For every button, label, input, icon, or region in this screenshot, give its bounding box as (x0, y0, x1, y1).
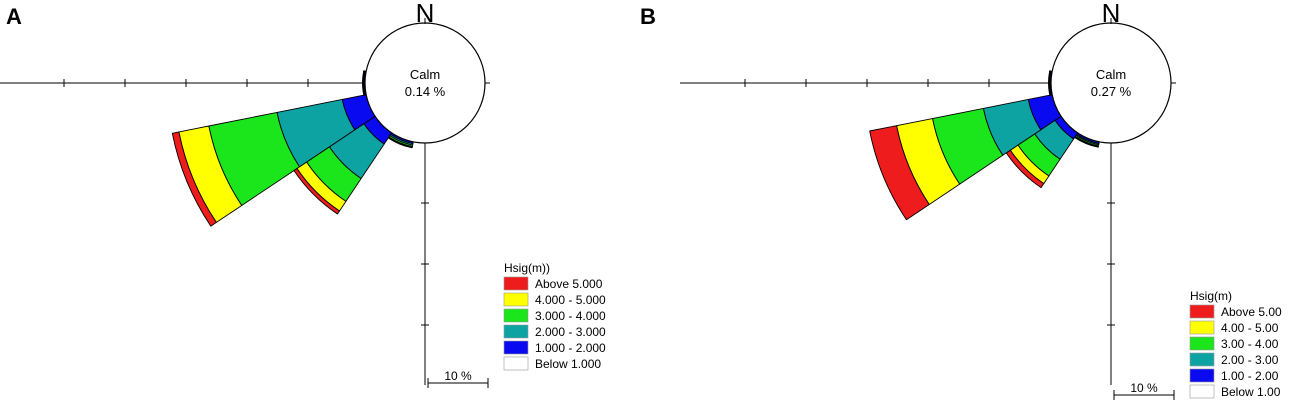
legend-swatch (1189, 384, 1215, 399)
calm-value: 0.14 % (405, 84, 446, 99)
panel-label: B (640, 4, 656, 29)
legend: Hsig(m) Above 5.00 4.00 - 5.00 3.00 - 4.00… (1189, 289, 1282, 399)
calm-value: 0.27 % (1091, 84, 1132, 99)
south-axis-ticks (421, 202, 429, 326)
panel-label: A (6, 4, 22, 29)
rose-sectors (869, 70, 1100, 221)
north-label: N (416, 0, 435, 28)
legend-items: Above 5.000 4.000 - 5.000 3.000 - 4.000 2.0… (503, 276, 606, 371)
legend-label: 4.000 - 5.000 (535, 293, 606, 307)
legend-swatch (1189, 336, 1215, 351)
rose-wedge-248-above-5-000 (171, 131, 217, 227)
legend-title: Hsig(m)) (504, 261, 550, 275)
calm-circle (364, 22, 486, 144)
scale-bar: 10 % (427, 369, 489, 388)
legend-label: Below 1.00 (1221, 385, 1281, 399)
legend-swatch (1189, 368, 1215, 383)
legend-swatch (1189, 352, 1215, 367)
legend-swatch (503, 324, 529, 339)
rose-wedge-270-above-5-00 (1048, 70, 1051, 96)
legend-swatch (503, 340, 529, 355)
rose-wedge-270-above-5-000 (362, 70, 365, 96)
legend-label: 2.000 - 3.000 (535, 325, 606, 339)
legend-label: 2.00 - 3.00 (1221, 353, 1279, 367)
rose-wedge-203-above-5-00 (1074, 136, 1099, 148)
legend-title: Hsig(m) (1190, 289, 1232, 303)
south-axis-ticks (1107, 202, 1115, 326)
calm-label: Calm (410, 67, 440, 82)
north-label: N (1102, 0, 1121, 28)
legend-label: 4.00 - 5.00 (1221, 321, 1279, 335)
legend-swatch (503, 308, 529, 323)
legend-label: 1.00 - 2.00 (1221, 369, 1279, 383)
rose-wedge-225-above-5-000 (293, 168, 340, 215)
legend: Hsig(m)) Above 5.000 4.000 - 5.000 3.000 -… (503, 261, 606, 371)
rose-wedge-248-above-5-00 (869, 125, 930, 221)
legend-label: Below 1.000 (535, 357, 601, 371)
legend-swatch (503, 356, 529, 371)
legend-label: Above 5.000 (535, 277, 603, 291)
legend-swatch (503, 276, 529, 291)
calm-circle (1050, 22, 1172, 144)
rose-wedge-203-above-5-000 (387, 137, 413, 149)
scale-bar-label: 10 % (444, 369, 472, 383)
legend-label: Above 5.00 (1221, 305, 1282, 319)
west-axis-ticks (744, 79, 990, 87)
legend-swatch (503, 292, 529, 307)
legend-swatch (1189, 320, 1215, 335)
scale-bar-label: 10 % (1130, 381, 1158, 395)
scale-bar: 10 % (1113, 381, 1175, 400)
legend-swatch (1189, 304, 1215, 319)
legend-items: Above 5.00 4.00 - 5.00 3.00 - 4.00 2.00 - 3… (1189, 304, 1282, 399)
legend-label: 1.000 - 2.000 (535, 341, 606, 355)
calm-label: Calm (1096, 67, 1126, 82)
rose-wedge-225-above-5-00 (1005, 149, 1045, 189)
wave-rose-panel-a: A N Calm 0.14 % Hsig(m)) Above 5.000 4.00… (0, 0, 606, 388)
legend-label: 3.000 - 4.000 (535, 309, 606, 323)
west-axis-ticks (63, 79, 309, 87)
legend-label: 3.00 - 4.00 (1221, 337, 1279, 351)
wave-rose-panel-b: B N Calm 0.27 % Hsig(m) Above 5.00 4.00 -… (640, 0, 1282, 400)
